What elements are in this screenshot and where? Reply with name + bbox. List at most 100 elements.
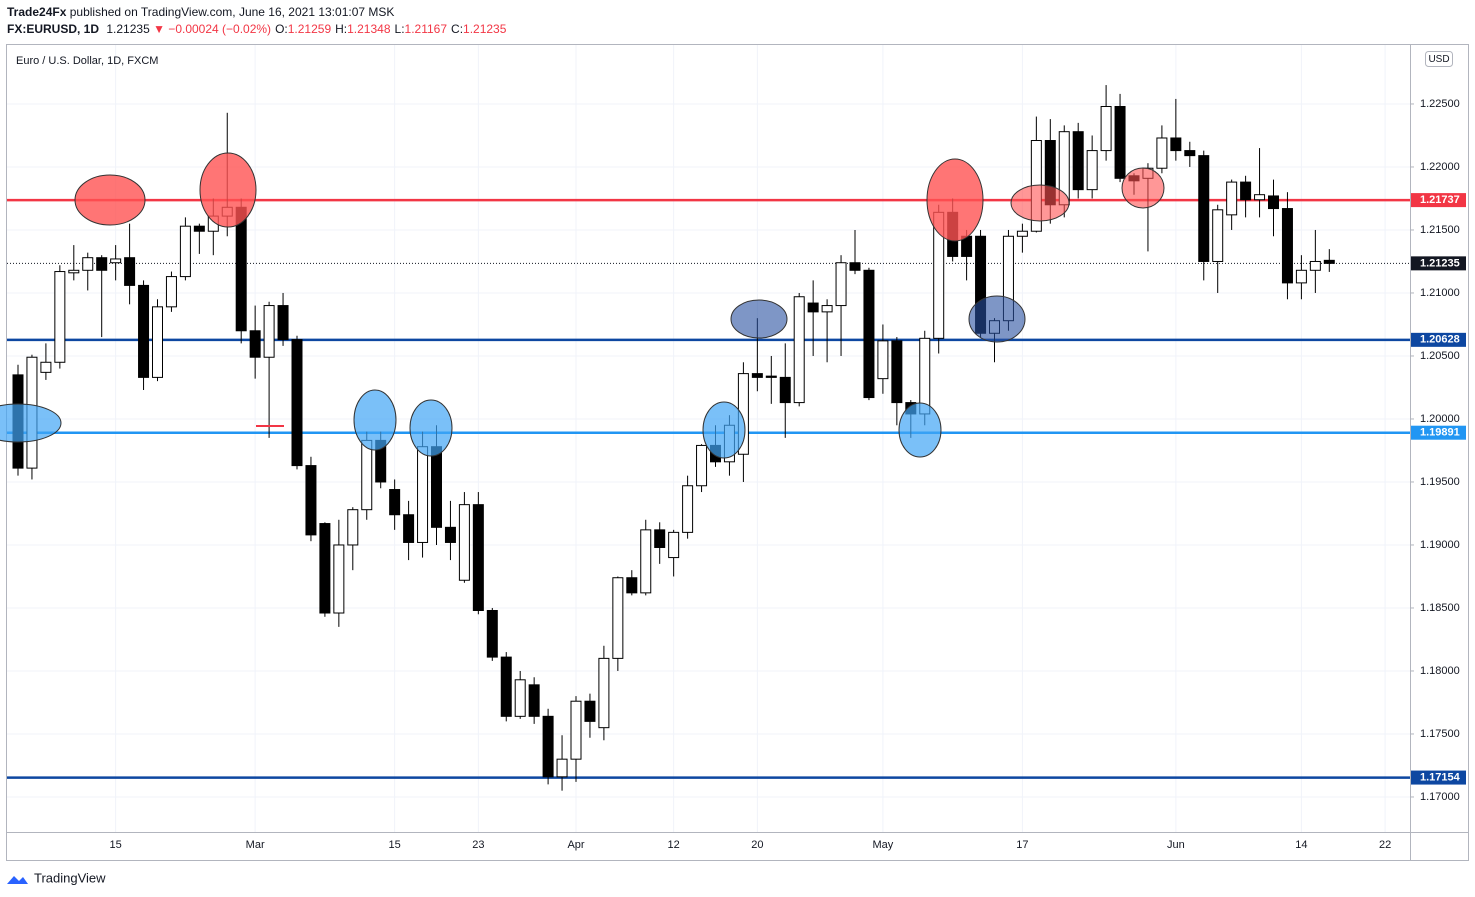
candle-body [54, 271, 66, 363]
candle-body [179, 225, 191, 278]
candle-body [863, 269, 875, 399]
chart-title: Euro / U.S. Dollar, 1D, FXCM [16, 55, 158, 67]
publisher: Trade24Fx [7, 5, 67, 19]
logo [7, 876, 28, 884]
y-tick-label: 1.18000 [1420, 665, 1460, 677]
candle-body [556, 758, 568, 778]
candle-body [1016, 230, 1028, 237]
ohlc-value: 1.21348 [347, 22, 391, 36]
price-label: 1.21235 [1420, 257, 1460, 269]
y-tick-label: 1.18500 [1420, 602, 1460, 614]
price-label: 1.20628 [1420, 334, 1460, 346]
x-tick-label: 22 [1379, 839, 1391, 851]
candle-body [528, 684, 540, 717]
ohlc-value: 1.21259 [288, 22, 332, 36]
candle-body [1086, 150, 1098, 191]
y-tick-label: 1.17000 [1420, 791, 1460, 803]
highlight [968, 295, 1026, 343]
highlight [1010, 184, 1070, 222]
candle-body [40, 361, 52, 373]
candle-body [96, 257, 108, 271]
candle-body [403, 514, 415, 543]
candle-body [807, 302, 819, 313]
frame [6, 44, 1469, 861]
ohlc-key: H: [335, 22, 347, 36]
highlight [74, 174, 146, 226]
candles [12, 85, 1335, 791]
x-tick-label: 12 [668, 839, 680, 851]
candle-body [626, 577, 638, 594]
y-tick-label: 1.19500 [1420, 476, 1460, 488]
footer: TradingView [7, 870, 106, 885]
ohlc-key: L: [395, 22, 405, 36]
candle-body [682, 485, 694, 533]
x-tick-label: 14 [1295, 839, 1307, 851]
candle-body [1114, 105, 1126, 179]
price-label: 1.17154 [1420, 771, 1461, 783]
symbol-line: FX:EURUSD, 1D 1.21235 ▼ −0.00024 (−0.02%… [7, 22, 507, 36]
candle-body [249, 330, 261, 358]
candle-body [152, 306, 163, 378]
candle-body [1156, 137, 1168, 169]
ohlc-value: 1.21235 [463, 22, 507, 36]
highlight [1121, 167, 1165, 209]
candle-body [1184, 150, 1196, 157]
candle-body [486, 609, 498, 658]
candle-body [765, 375, 777, 378]
candle-body [82, 257, 94, 271]
candle-body [696, 444, 708, 487]
price-label: 1.19891 [1420, 427, 1460, 439]
candle-body [1170, 137, 1182, 152]
candle-body [165, 276, 177, 308]
y-tick-label: 1.21000 [1420, 287, 1460, 299]
candle-body [1100, 105, 1112, 152]
candle-body [821, 305, 833, 313]
x-tick-label: Mar [246, 839, 265, 851]
x-tick-label: Jun [1167, 839, 1185, 851]
candle-body [1268, 195, 1279, 210]
candle-body [110, 258, 122, 264]
candle-body [668, 531, 680, 559]
axes: 1.17000 1.17500 1.18000 1.18500 1.19000 1.195… [110, 98, 1466, 851]
price-label: 1.21737 [1420, 194, 1460, 206]
candle-body [542, 715, 554, 778]
highlight [926, 158, 984, 242]
candle-body [849, 262, 861, 271]
candle-body [138, 284, 150, 378]
highlight [199, 152, 257, 228]
x-tick-label: 15 [389, 839, 401, 851]
x-tick-label: 20 [751, 839, 763, 851]
candle-body [458, 504, 470, 581]
candle-body [500, 656, 512, 717]
price: 1.21235 [106, 22, 150, 36]
candle-body [277, 305, 289, 341]
ohlc: O:1.21259 H:1.21348 L:1.21167 C:1.21235 [275, 22, 507, 36]
x-tick-label: Apr [567, 839, 584, 851]
change: ▼ −0.00024 (−0.02%) [153, 22, 271, 36]
published: published on TradingView.com, June 16, 2… [70, 5, 395, 19]
candle-body [598, 657, 610, 729]
candle-body [319, 523, 331, 614]
candle-body [1323, 259, 1335, 264]
candle-body [1295, 269, 1307, 284]
candle-body [235, 206, 247, 332]
candle-body [361, 439, 373, 511]
candle-body [1240, 181, 1252, 201]
candle-body [431, 446, 442, 528]
candle-body [891, 340, 903, 404]
candle-body [291, 339, 303, 467]
y-tick-label: 1.22500 [1420, 98, 1460, 110]
x-tick-label: May [873, 839, 894, 851]
price-label-bg [1411, 193, 1466, 208]
x-tick-label: 15 [110, 839, 122, 851]
ohlc-value: 1.21167 [405, 22, 448, 36]
candle-body [68, 269, 80, 274]
highlight [353, 389, 397, 451]
candle-body [1212, 209, 1224, 262]
y-tick-label: 1.20500 [1420, 350, 1460, 362]
currency: USD [1428, 54, 1449, 65]
levels [7, 198, 1410, 779]
candle-body [1072, 131, 1084, 191]
candle-body [389, 489, 401, 516]
